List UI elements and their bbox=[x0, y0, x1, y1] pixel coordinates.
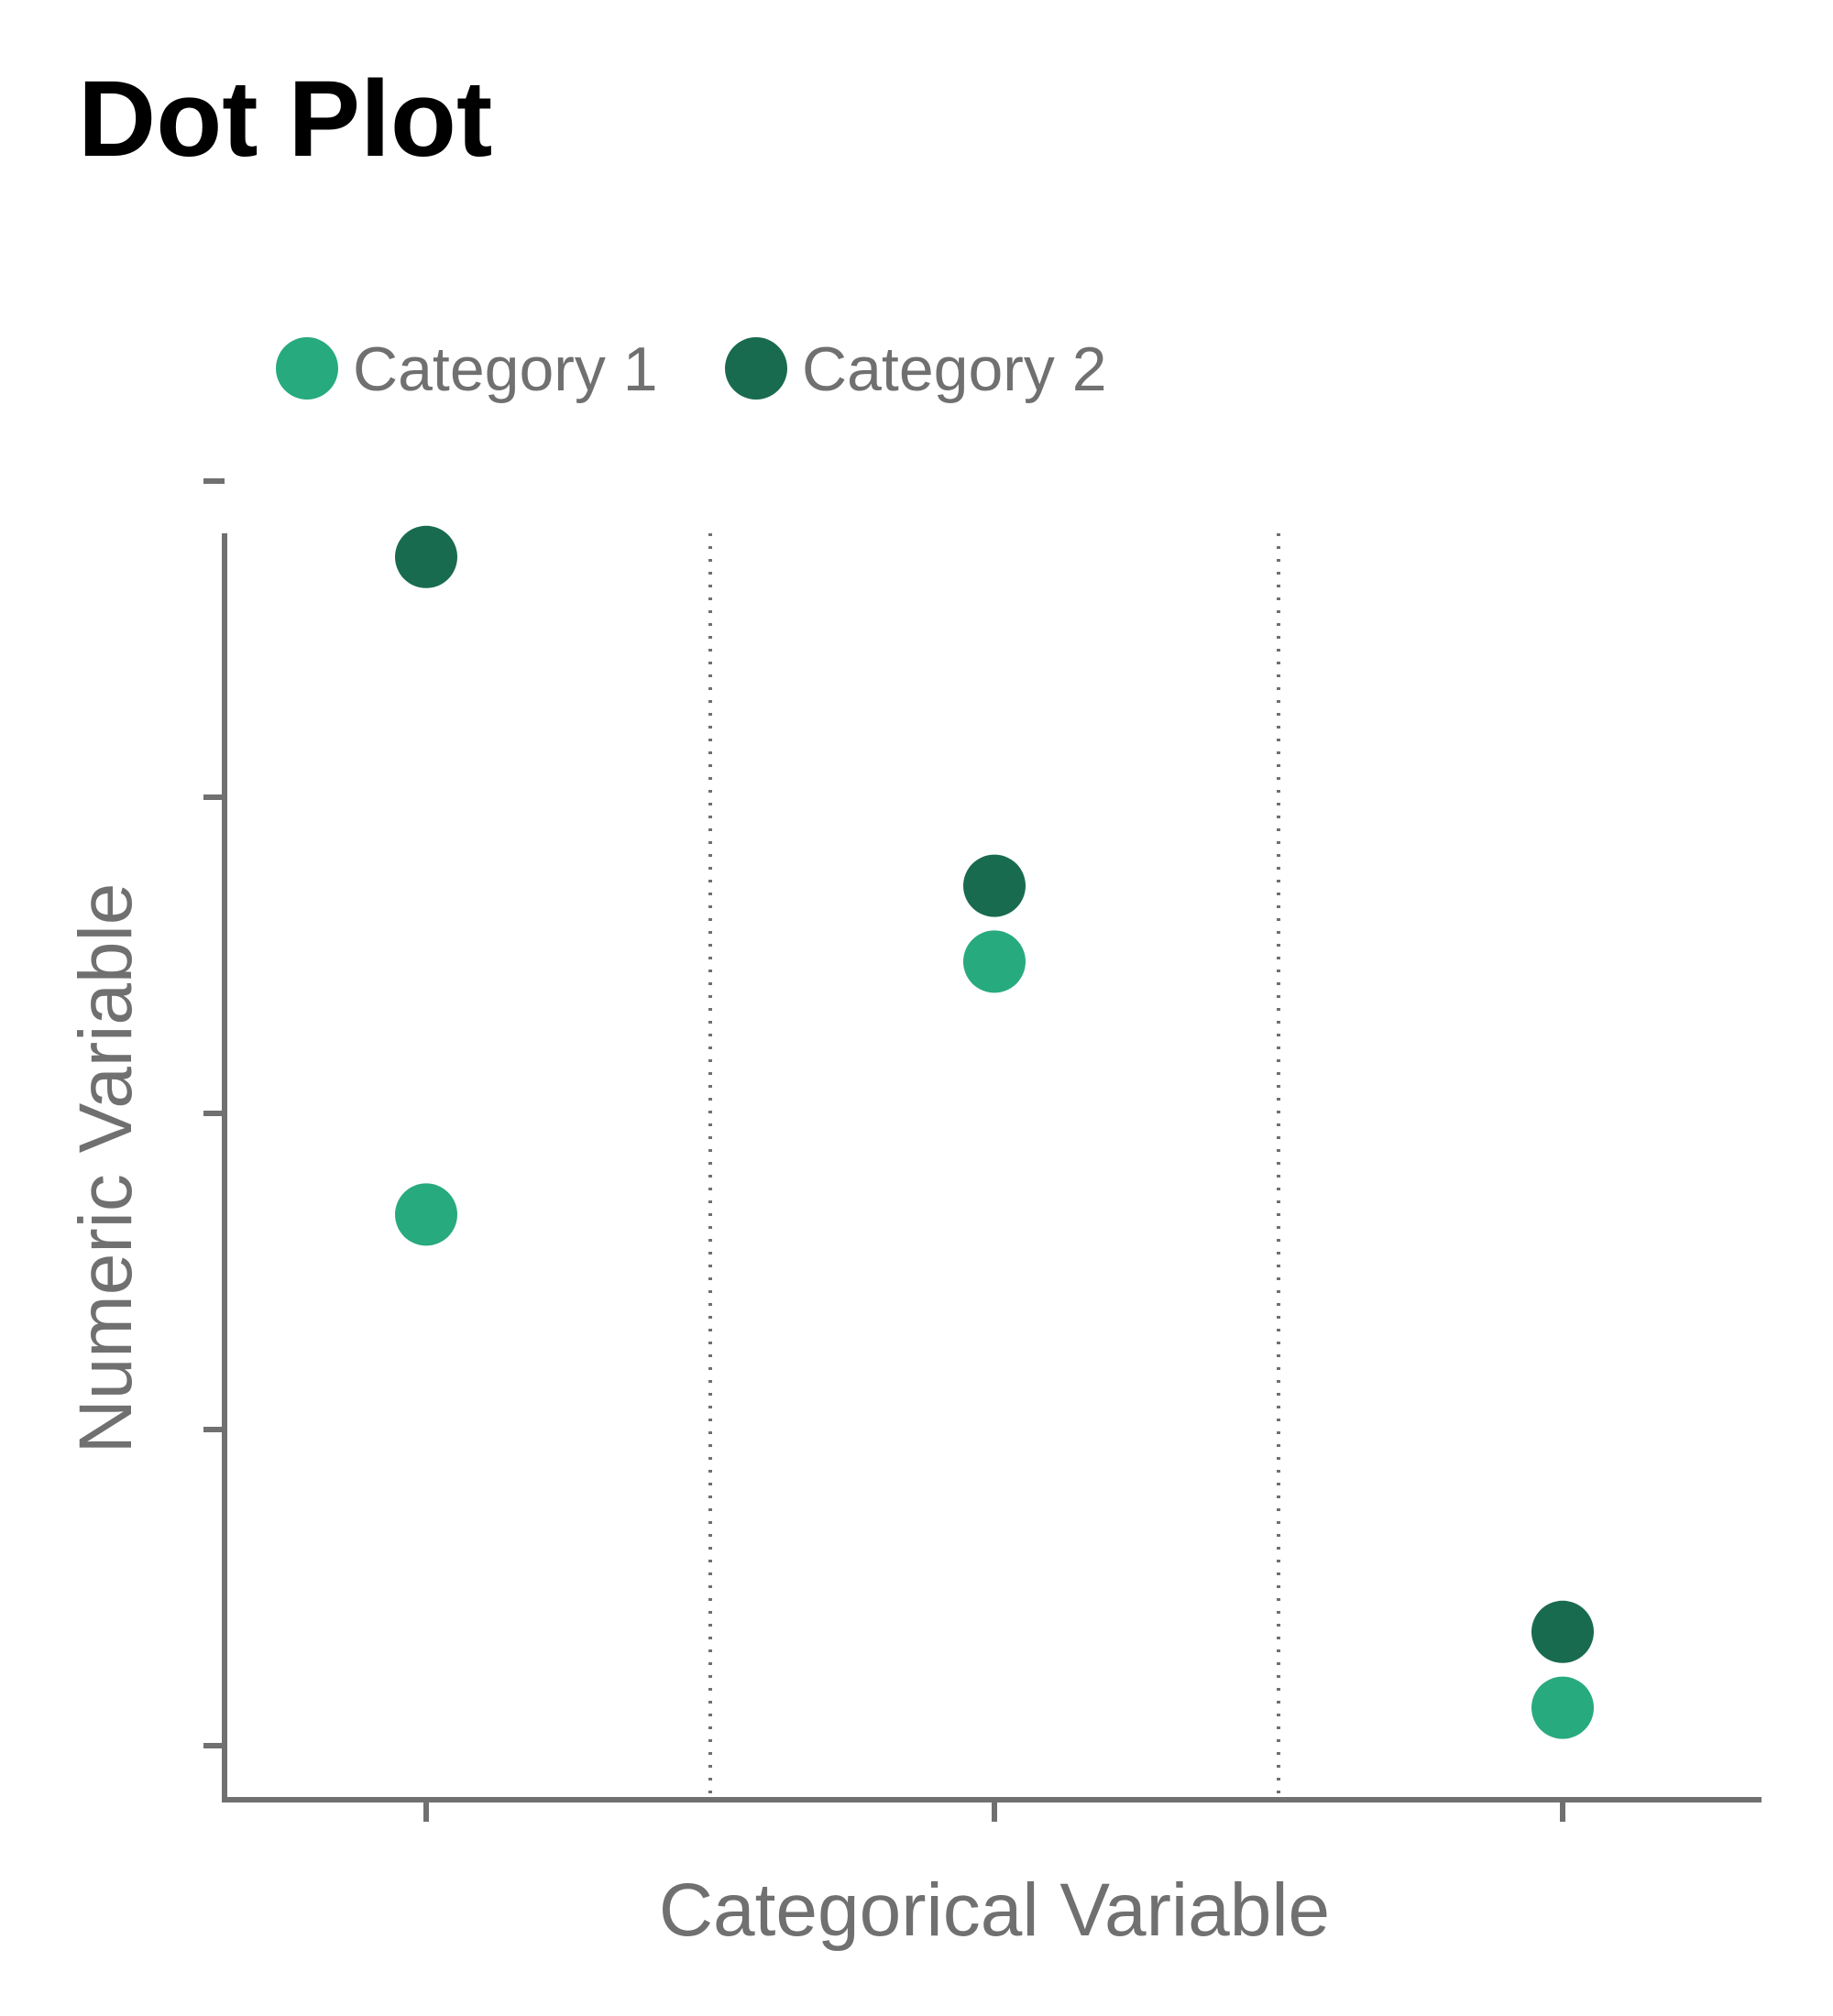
data-point-series-1-cat-2 bbox=[963, 930, 1026, 993]
data-point-series-2-cat-2 bbox=[963, 854, 1026, 917]
data-point-series-1-cat-1 bbox=[395, 1183, 457, 1246]
category-separators bbox=[708, 533, 1280, 1797]
legend-label-category-1: Category 1 bbox=[353, 334, 658, 404]
chart-title: Dot Plot bbox=[78, 59, 492, 180]
legend-swatch-category-1 bbox=[276, 337, 338, 400]
y-axis-ticks bbox=[203, 478, 225, 1748]
data-points bbox=[395, 525, 1594, 1739]
x-axis-label: Categorical Variable bbox=[659, 1868, 1330, 1952]
y-axis-label: Numeric Variable bbox=[64, 883, 148, 1454]
data-point-series-2-cat-3 bbox=[1531, 1600, 1594, 1663]
data-point-series-2-cat-1 bbox=[395, 525, 457, 588]
legend-item-category-1: Category 1 bbox=[276, 334, 658, 404]
legend-item-category-2: Category 2 bbox=[725, 334, 1107, 404]
legend: Category 1 Category 2 bbox=[276, 334, 1107, 404]
legend-label-category-2: Category 2 bbox=[802, 334, 1107, 404]
x-axis-ticks bbox=[423, 1800, 1565, 1822]
data-point-series-1-cat-3 bbox=[1531, 1676, 1594, 1739]
legend-swatch-category-2 bbox=[725, 337, 787, 400]
